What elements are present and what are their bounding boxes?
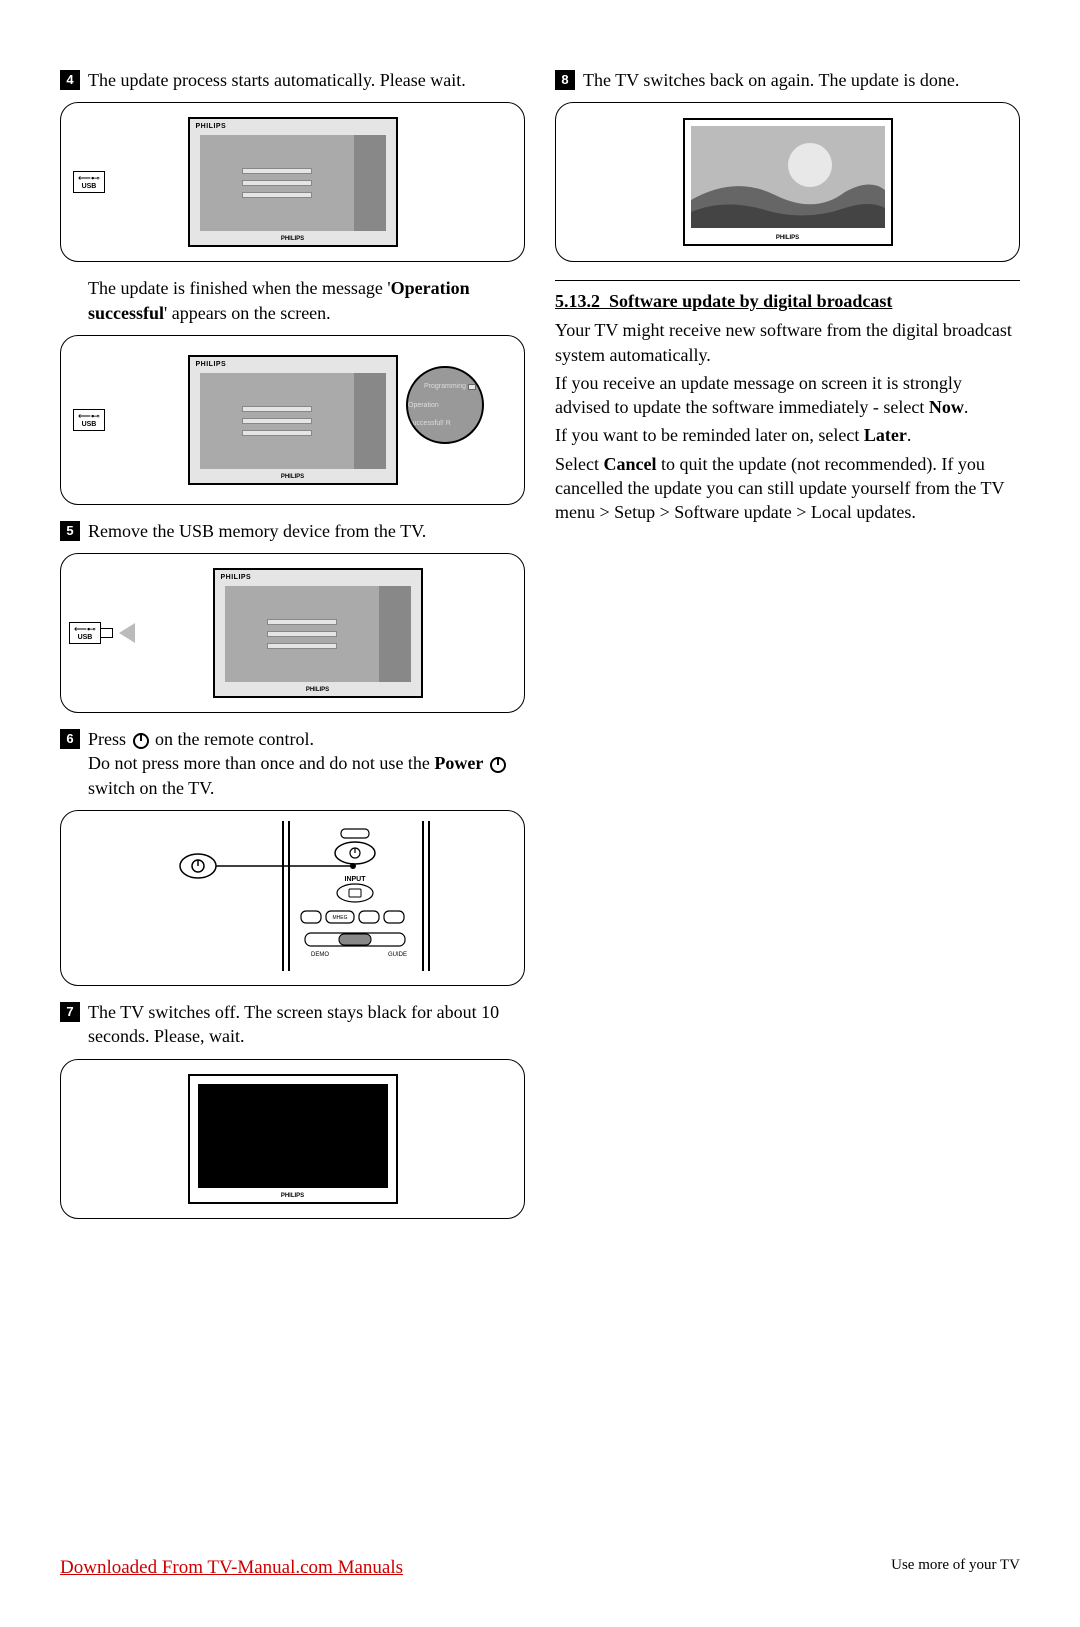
step-4-text: The update process starts automatically.… bbox=[88, 68, 525, 92]
section-p4: Select Cancel to quit the update (not re… bbox=[555, 452, 1020, 525]
step-number-6: 6 bbox=[60, 729, 80, 749]
tv-screen bbox=[200, 135, 386, 231]
footer-link[interactable]: Downloaded From TV-Manual.com Manuals bbox=[60, 1557, 403, 1579]
figure-operation-successful: ⟵⊷ USB PHILIPS PHILIPS Programming Opera… bbox=[60, 335, 525, 505]
figure-tv-off: PHILIPS bbox=[60, 1059, 525, 1219]
section-p3: If you want to be reminded later on, sel… bbox=[555, 423, 1020, 447]
page-footer: Downloaded From TV-Manual.com Manuals Us… bbox=[60, 1557, 1020, 1579]
remote-svg: INPUT MHEG DEMO GUIDE bbox=[83, 811, 503, 981]
step-7-text: The TV switches off. The screen stays bl… bbox=[88, 1000, 525, 1049]
tv-brand-bottom: PHILIPS bbox=[281, 236, 304, 242]
figure-remove-usb: ⟵⊷ USB PHILIPS PHILIPS bbox=[60, 553, 525, 713]
section-p2: If you receive an update message on scre… bbox=[555, 371, 1020, 420]
step-8-text: The TV switches back on again. The updat… bbox=[583, 68, 1020, 92]
usb-device-inserted: ⟵⊷ USB bbox=[73, 171, 105, 193]
step-number-5: 5 bbox=[60, 521, 80, 541]
step-4-followup: The update is finished when the message … bbox=[88, 276, 525, 325]
section-divider bbox=[555, 280, 1020, 281]
figure-tv-on-landscape: PHILIPS bbox=[555, 102, 1020, 262]
tv-brand-top: PHILIPS bbox=[196, 123, 227, 130]
usb-device-removing: ⟵⊷ USB bbox=[69, 622, 135, 644]
step-4: 4 The update process starts automaticall… bbox=[60, 68, 525, 92]
zoom-magnifier: Programming Operation Successful! R bbox=[406, 366, 484, 444]
usb-device-inserted-2: ⟵⊷ USB bbox=[73, 409, 105, 431]
tv-frame-3: PHILIPS PHILIPS bbox=[213, 568, 423, 698]
svg-text:INPUT: INPUT bbox=[344, 876, 366, 883]
svg-text:MHEG: MHEG bbox=[332, 915, 347, 921]
figure-update-progress: ⟵⊷ USB PHILIPS PHILIPS bbox=[60, 102, 525, 262]
step-number-8: 8 bbox=[555, 70, 575, 90]
step-8: 8 The TV switches back on again. The upd… bbox=[555, 68, 1020, 92]
tv-frame: PHILIPS PHILIPS bbox=[188, 117, 398, 247]
usb-label: ⟵⊷ USB bbox=[73, 171, 105, 193]
power-icon-2 bbox=[490, 757, 506, 773]
section-heading: 5.13.2 Software update by digital broadc… bbox=[555, 291, 1020, 312]
remove-arrow-icon bbox=[119, 623, 135, 643]
tv-landscape-frame: PHILIPS bbox=[683, 118, 893, 246]
figure-remote-control: INPUT MHEG DEMO GUIDE bbox=[60, 810, 525, 986]
left-column: 4 The update process starts automaticall… bbox=[60, 68, 525, 1233]
footer-section-title: Use more of your TV bbox=[891, 1557, 1020, 1579]
step-number-7: 7 bbox=[60, 1002, 80, 1022]
usb-label-2: ⟵⊷ USB bbox=[73, 409, 105, 431]
page-columns: 4 The update process starts automaticall… bbox=[60, 68, 1020, 1233]
step-5-text: Remove the USB memory device from the TV… bbox=[88, 519, 525, 543]
section-p1: Your TV might receive new software from … bbox=[555, 318, 1020, 367]
usb-label-3: ⟵⊷ USB bbox=[69, 622, 101, 644]
right-column: 8 The TV switches back on again. The upd… bbox=[555, 68, 1020, 1233]
svg-text:DEMO: DEMO bbox=[311, 952, 329, 958]
step-6-text: Press on the remote control. Do not pres… bbox=[88, 727, 525, 800]
step-7: 7 The TV switches off. The screen stays … bbox=[60, 1000, 525, 1049]
svg-text:GUIDE: GUIDE bbox=[388, 952, 407, 958]
tv-black-frame: PHILIPS bbox=[188, 1074, 398, 1204]
step-number-4: 4 bbox=[60, 70, 80, 90]
power-icon bbox=[133, 733, 149, 749]
tv-frame-2: PHILIPS PHILIPS bbox=[188, 355, 398, 485]
step-6: 6 Press on the remote control. Do not pr… bbox=[60, 727, 525, 800]
step-5: 5 Remove the USB memory device from the … bbox=[60, 519, 525, 543]
